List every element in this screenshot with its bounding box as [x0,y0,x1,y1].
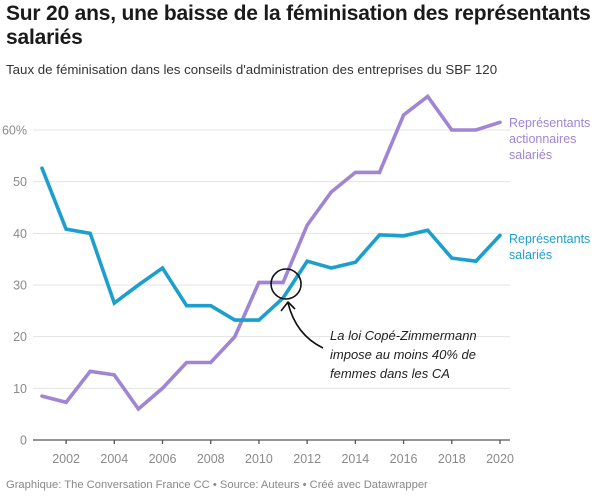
annotation-line: femmes dans les CA [330,366,450,381]
x-tick-label: 2004 [100,452,128,466]
series-label-0: Représentants actionnaires salariés [509,116,590,162]
series-labels: Représentants actionnaires salariésReprése… [509,116,590,262]
chart-title: Sur 20 ans, une baisse de la féminisatio… [6,2,591,49]
x-tick-label: 2002 [52,452,80,466]
y-tick-label: 60% [2,124,27,138]
series-line-1 [40,166,502,322]
y-tick-label: 50 [13,175,27,189]
y-tick-label: 0 [20,434,27,448]
y-tick-label: 40 [13,227,27,241]
y-tick-label: 10 [13,382,27,396]
x-tick-label: 2006 [149,452,177,466]
series-label-line: salariés [509,148,552,162]
x-tick-label: 2012 [293,452,321,466]
series-label-1: Représentants salariés [509,232,590,262]
series-lines [40,93,502,412]
x-tick-label: 2016 [390,452,418,466]
x-axis: 2002 2004 2006 2008 2010 2012 2014 2016 2018 2020 [33,439,514,466]
x-tick-label: 2008 [197,452,225,466]
x-tick-label: 2020 [486,452,514,466]
annotation: La loi Copé-Zimmermann impose au moins 40… [270,268,477,381]
annotation-text: La loi Copé-Zimmermann impose au moins 40… [330,328,477,381]
series-label-line: salariés [509,248,552,262]
x-tick-label: 2018 [438,452,466,466]
series-label-line: Représentants [509,232,590,246]
annotation-arrow [287,302,324,349]
annotation-arrowhead [280,301,296,312]
chart-subtitle: Taux de féminisation dans les conseils d… [6,62,498,77]
x-tick-label: 2010 [245,452,273,466]
series-label-line: Représentants [509,116,590,130]
annotation-circle [270,268,302,300]
chart-footer: Graphique: The Conversation France CC • … [6,479,428,491]
annotation-line: impose au moins 40% de [330,347,476,362]
y-tick-label: 30 [13,279,27,293]
y-axis-ticks: 0 10 20 30 40 50 60% [2,124,27,448]
series-label-line: actionnaires [509,132,576,146]
x-tick-label: 2014 [341,452,369,466]
annotation-line: La loi Copé-Zimmermann [330,328,477,343]
y-tick-label: 20 [13,330,27,344]
series-line-0 [40,93,502,412]
